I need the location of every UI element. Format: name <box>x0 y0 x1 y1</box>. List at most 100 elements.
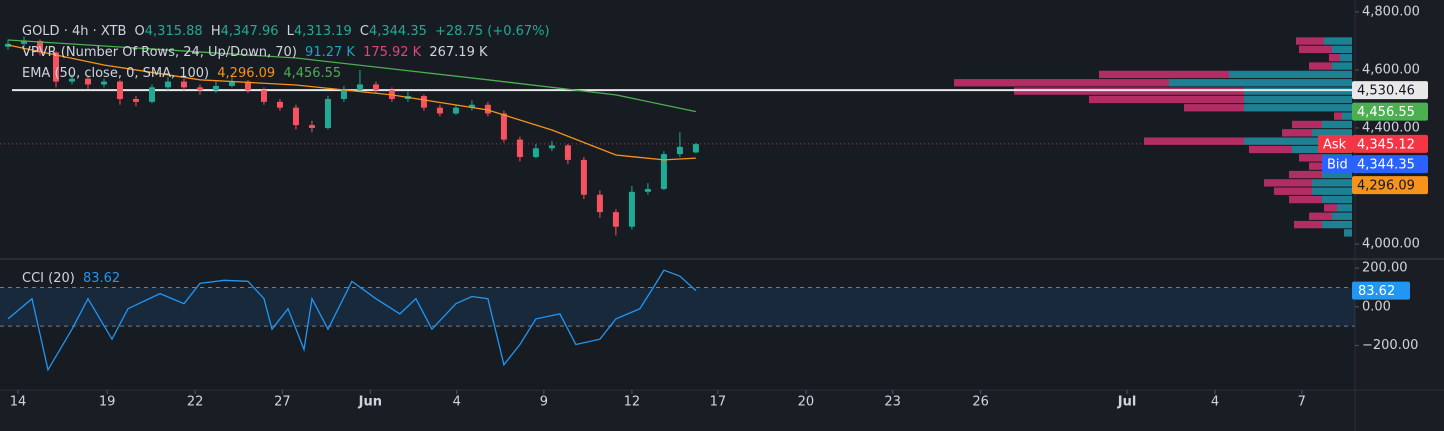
ema100-box <box>1352 102 1428 121</box>
cci-line <box>7 269 697 372</box>
candle-body <box>100 81 107 85</box>
candle-body <box>452 107 459 114</box>
vpvr-up <box>1324 37 1352 45</box>
vpvr-down <box>1324 204 1337 212</box>
vpvr-down <box>1329 54 1340 62</box>
x-tick-label: 4 <box>453 395 461 410</box>
y-tick-label: 4,000.00 <box>1362 237 1420 252</box>
candle-body <box>660 154 667 189</box>
candle-body <box>564 145 571 160</box>
candle-body <box>84 78 91 85</box>
symbol-legend: GOLD · 4h · XTB O4,315.88 H4,347.96 L4,3… <box>22 24 550 39</box>
y-tick-label: 200.00 <box>1362 261 1408 276</box>
bid-label: 4,344.35 <box>1357 158 1415 173</box>
candle-body <box>420 96 427 108</box>
vpvr-down <box>1249 145 1292 154</box>
candle-body <box>212 85 219 91</box>
cci-value-box <box>1352 281 1410 300</box>
x-tick-label: 26 <box>972 395 989 410</box>
vpvr-up <box>1322 170 1352 179</box>
x-tick-label: 19 <box>99 395 116 410</box>
candle-body <box>228 81 235 86</box>
candle-body <box>692 144 699 153</box>
ohlc-name: L <box>287 24 295 39</box>
vpvr-down <box>1184 104 1244 112</box>
ask-name: Ask <box>1323 137 1347 152</box>
vpvr-down <box>1294 220 1322 229</box>
vpvr-up <box>1342 112 1352 120</box>
x-tick-label: Jun <box>358 395 382 410</box>
candle-body <box>628 191 635 227</box>
cci-value: 83.62 <box>83 271 120 286</box>
bid-tag <box>1322 155 1352 174</box>
vpvr-legend: VPVR (Number Of Rows, 24, Up/Down, 70) 9… <box>22 45 488 60</box>
ema-legend: EMA (50, close, 0, SMA, 100) 4,296.09 4,… <box>22 66 341 81</box>
candle-body <box>676 146 683 155</box>
x-tick-label: 20 <box>798 395 815 410</box>
vpvr-up <box>1169 79 1352 87</box>
vpvr-down: 175.92 K <box>363 45 422 60</box>
vpvr-up <box>1322 195 1352 204</box>
vpvr-up <box>1332 212 1352 220</box>
candle-body <box>308 125 315 128</box>
candle-body <box>20 40 27 44</box>
candle-body <box>356 84 363 91</box>
vpvr-up <box>1332 45 1352 54</box>
ema50-box <box>1352 176 1428 195</box>
bid-name: Bid <box>1327 158 1348 173</box>
y-tick-label: −200.00 <box>1362 338 1418 353</box>
vpvr-down <box>1309 162 1332 170</box>
candle-body <box>548 145 555 149</box>
vpvr-down <box>1309 62 1332 70</box>
ema100-label: 4,456.55 <box>1357 105 1415 120</box>
ema100-value: 4,456.55 <box>283 66 341 81</box>
ask-label: 4,345.12 <box>1357 137 1415 152</box>
cci-legend: CCI (20) 83.62 <box>22 271 120 286</box>
vpvr-down <box>1292 120 1322 129</box>
y-tick-label: 4,800.00 <box>1362 4 1420 19</box>
vpvr-down <box>1309 212 1332 220</box>
vpvr-down <box>954 79 1169 87</box>
candle-body <box>580 159 587 195</box>
ohlc-name: C <box>360 24 369 39</box>
candle-body <box>292 107 299 126</box>
vpvr-up <box>1312 179 1352 187</box>
cci-band <box>0 287 1355 327</box>
chart-layer: 4,000.00 4,400.00 4,600.00 4,800.00 4,530.46… <box>0 4 1428 410</box>
vpvr-up <box>1229 70 1352 79</box>
candle-body <box>180 81 187 88</box>
vpvr-down <box>1289 195 1322 204</box>
vpvr-up <box>1340 54 1352 62</box>
x-tick-label: 27 <box>274 395 291 410</box>
candle-body <box>372 84 379 91</box>
candle-body <box>340 90 347 99</box>
bid-box <box>1352 155 1428 174</box>
ema-line <box>7 39 697 113</box>
vpvr-down <box>1264 179 1312 187</box>
plot-area <box>0 0 1355 390</box>
candle-body <box>164 81 171 88</box>
vpvr-down <box>1144 137 1244 145</box>
x-tick-label: Jul <box>1117 395 1137 410</box>
candle-body <box>484 104 491 114</box>
y-tick-label: 4,400.00 <box>1362 120 1420 135</box>
x-tick-label: 9 <box>540 395 548 410</box>
candle-body <box>436 107 443 114</box>
cci-title: CCI (20) <box>22 271 75 286</box>
vpvr-down <box>1099 70 1229 79</box>
vpvr-up <box>1322 220 1352 229</box>
vpvr-up <box>1244 104 1352 112</box>
symbol-title: GOLD · 4h · XTB <box>22 24 126 39</box>
ohlc-value: 4,344.35 <box>369 24 427 39</box>
candle-body <box>116 81 123 99</box>
vpvr-down <box>1289 170 1322 179</box>
poc-label: 4,530.46 <box>1357 84 1415 99</box>
vpvr-up <box>1344 229 1352 237</box>
x-tick-label: 4 <box>1211 395 1219 410</box>
candle-body <box>68 78 75 82</box>
candle-body <box>36 40 43 53</box>
ohlc-value: 4,347.96 <box>221 24 279 39</box>
candle-body <box>52 52 59 82</box>
vpvr-up <box>1337 204 1352 212</box>
